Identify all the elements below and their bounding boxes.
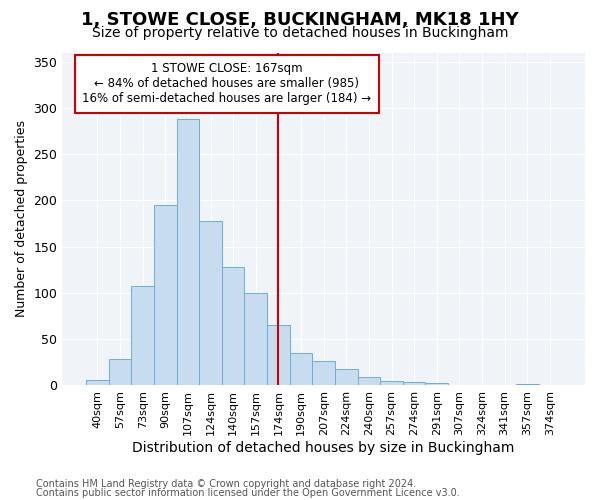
Bar (516, 384, 539, 386)
Bar (335, 369, 358, 386)
Bar (313, 362, 335, 386)
X-axis label: Distribution of detached houses by size in Buckingham: Distribution of detached houses by size … (133, 441, 515, 455)
Bar (403, 382, 425, 386)
Bar (131, 286, 154, 386)
Bar (380, 381, 403, 386)
Bar (425, 382, 448, 386)
Bar (267, 326, 290, 386)
Bar (176, 119, 199, 386)
Text: Contains HM Land Registry data © Crown copyright and database right 2024.: Contains HM Land Registry data © Crown c… (36, 479, 416, 489)
Y-axis label: Number of detached properties: Number of detached properties (15, 120, 28, 318)
Bar (154, 205, 176, 386)
Bar (222, 267, 244, 386)
Text: 1, STOWE CLOSE, BUCKINGHAM, MK18 1HY: 1, STOWE CLOSE, BUCKINGHAM, MK18 1HY (81, 12, 519, 30)
Bar (109, 358, 131, 386)
Bar (244, 293, 267, 386)
Text: Contains public sector information licensed under the Open Government Licence v3: Contains public sector information licen… (36, 488, 460, 498)
Bar (358, 377, 380, 386)
Bar (471, 384, 493, 386)
Bar (86, 380, 109, 386)
Text: Size of property relative to detached houses in Buckingham: Size of property relative to detached ho… (92, 26, 508, 40)
Bar (290, 353, 313, 386)
Bar (199, 221, 222, 386)
Text: 1 STOWE CLOSE: 167sqm
← 84% of detached houses are smaller (985)
16% of semi-det: 1 STOWE CLOSE: 167sqm ← 84% of detached … (82, 62, 371, 106)
